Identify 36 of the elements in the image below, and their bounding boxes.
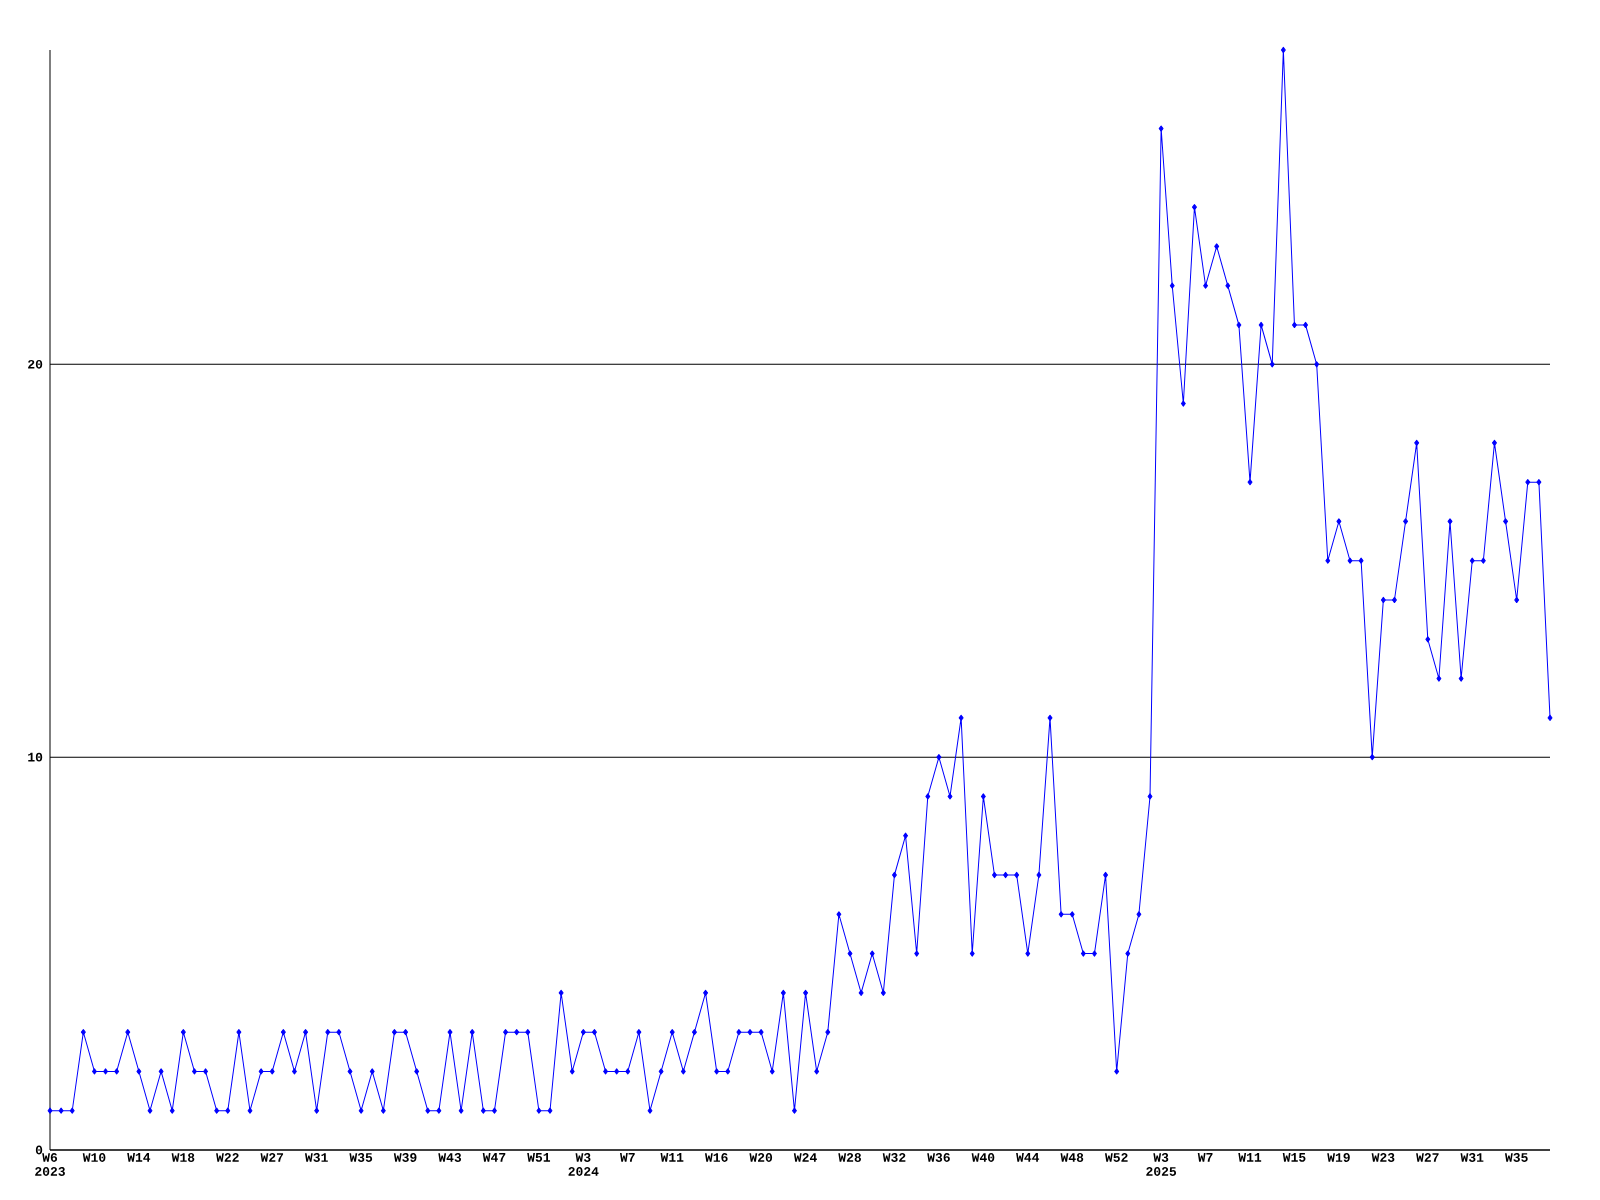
x-tick-label: W20 bbox=[749, 1153, 773, 1162]
x-tick-label: W22 bbox=[216, 1153, 239, 1162]
x-tick-label: W48 bbox=[1060, 1153, 1084, 1162]
x-tick-label: W28 bbox=[838, 1153, 861, 1162]
x-tick-label: W39 bbox=[393, 1153, 417, 1162]
x-tick-label: W24 bbox=[793, 1153, 817, 1162]
x-tick-label: W43 bbox=[438, 1153, 462, 1162]
x-tick-label: W51 bbox=[527, 1153, 551, 1162]
x-tick-label: W14 bbox=[127, 1153, 151, 1162]
y-tick-label: 20 bbox=[28, 359, 43, 369]
y-tick-label: 0 bbox=[35, 1145, 43, 1155]
x-tick-label: W36 bbox=[927, 1153, 950, 1162]
x-tick-label: W31 bbox=[304, 1153, 328, 1162]
x-tick-label: W10 bbox=[82, 1153, 106, 1162]
x-tick-label: W19 bbox=[1327, 1153, 1350, 1162]
x-tick-label: W35 bbox=[1504, 1153, 1528, 1162]
y-tick-label: 10 bbox=[28, 752, 43, 762]
x-tick-label: W18 bbox=[171, 1153, 195, 1162]
x-tick-label: W11 bbox=[1238, 1153, 1262, 1162]
x-tick-label: W32 bbox=[882, 1153, 906, 1162]
x-tick-label: W40 bbox=[971, 1153, 995, 1162]
x-tick-label: W11 bbox=[660, 1153, 684, 1162]
x-tick-label: W35 bbox=[349, 1153, 373, 1162]
x-tick-label: W52 bbox=[1104, 1153, 1128, 1162]
x-tick-label: W7 bbox=[1197, 1153, 1213, 1162]
x-tick-label: W16 bbox=[704, 1153, 728, 1162]
x-tick-label: W23 bbox=[1371, 1153, 1395, 1162]
x-tick-label: W31 bbox=[1460, 1153, 1484, 1162]
x-tick-label: W3 2024 bbox=[568, 1153, 599, 1176]
x-tick-label: W47 bbox=[482, 1153, 506, 1162]
x-tick-label: W27 bbox=[260, 1153, 284, 1162]
x-tick-label: W44 bbox=[1016, 1153, 1040, 1162]
x-tick-label: W27 bbox=[1416, 1153, 1439, 1162]
x-tick-label: W3 2025 bbox=[1146, 1153, 1177, 1176]
x-tick-label: W15 bbox=[1282, 1153, 1306, 1162]
x-tick-label: W7 bbox=[619, 1153, 635, 1162]
